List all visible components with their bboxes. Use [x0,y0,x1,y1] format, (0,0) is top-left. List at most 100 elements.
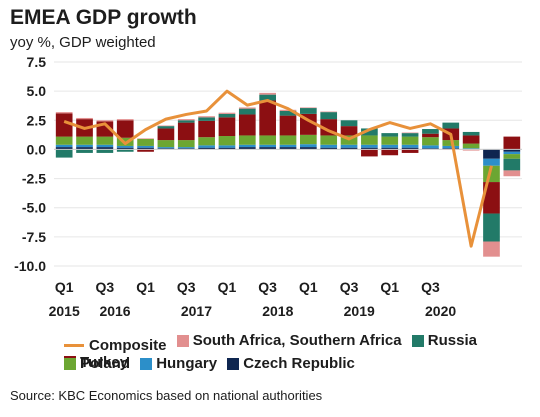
bar-segment-hungary [462,148,480,150]
bar-segment-russia [76,149,93,153]
x-tick-quarter: Q1 [218,279,237,295]
bar-segment-poland [55,136,73,145]
bar-segment-hungary [401,144,419,148]
legend-label-south-africa: South Africa, Southern Africa [192,332,402,349]
x-tick-quarter: Q1 [136,279,155,295]
bar-segment-czech [198,147,215,150]
bar-segment-hungary [503,151,521,155]
bar-segment-hungary [300,144,317,148]
x-tick-year: 2017 [181,303,212,319]
bar-segment-russia [381,133,399,137]
bar-segment-czech [300,147,317,150]
bar-segment-poland [503,154,521,159]
bar-segment-russia [218,113,236,118]
bar-segment-south_africa [279,109,297,111]
bar-segment-hungary [320,144,338,148]
bar-segment-south_africa [503,170,521,177]
bar-segment-czech [361,147,378,150]
bar-segment-hungary [340,144,358,148]
bar-segment-russia [320,112,338,120]
bar-segment-turkey [55,113,73,137]
y-tick-label: -2.5 [22,171,46,187]
bar-segment-south_africa [462,149,480,151]
bar-segment-turkey [259,100,276,136]
bar-segment-south_africa [55,112,73,114]
legend-item-south-africa: South Africa, Southern Africa [176,332,402,349]
bar-segment-south_africa [177,119,195,121]
bar-segment-turkey [238,114,256,136]
bar-segment-poland [259,135,276,145]
bar-segment-turkey [198,120,215,138]
bar-segment-czech [177,148,195,150]
legend-item-composite: Composite [64,337,167,354]
legend-swatch-hungary [140,357,153,370]
bar-segment-south_africa [259,92,276,95]
source-note: Source: KBC Economics based on national … [10,388,323,403]
legend-swatch-poland [64,357,76,370]
bar-segment-russia [259,94,276,101]
bar-segment-russia [116,149,134,152]
bar-segment-czech [381,147,399,150]
bar-segment-russia [483,213,500,242]
bar-segment-czech [320,147,338,150]
bar-segment-turkey [462,135,480,144]
legend-swatch-russia [411,334,424,347]
legend-item-poland: Poland [64,355,130,372]
x-tick-year: 2016 [99,303,130,319]
bar-segment-hungary [259,144,276,148]
bar-segment-poland [157,140,175,148]
bar-segment-south_africa [116,119,134,121]
bar-segment-turkey [218,117,236,137]
bar-segment-hungary [218,145,236,148]
bar-segment-turkey [177,122,195,141]
gdp-chart: 7.5 5.0 2.5 0.0 -2.5 -5.0 -7.5 -10.0 Q1 Q3 Q1 Q3 Q1 Q… [14,54,522,319]
bar-segment-turkey [483,182,500,214]
bar-segment-russia [422,129,439,134]
bar-segment-russia [361,128,378,136]
bar-segment-czech [55,147,73,150]
bar-segment-turkey [381,149,399,156]
bar-segment-russia [96,149,114,153]
legend-label-hungary: Hungary [156,355,218,372]
y-tick-label: -10.0 [14,258,46,274]
bar-segment-poland [279,135,297,145]
bar-segment-czech [96,147,114,150]
bar-segment-hungary [137,145,154,148]
bar-segment-russia [300,108,317,114]
bar-segment-hungary [238,144,256,148]
x-tick-quarter: Q1 [55,279,74,295]
bar-segment-russia [340,120,358,127]
bar-segment-turkey [401,149,419,153]
y-tick-label: 5.0 [27,83,47,99]
bar-segment-turkey [503,136,521,150]
bar-segment-hungary [381,144,399,148]
bar-segment-russia [157,126,175,129]
x-tick-quarter: Q3 [96,279,115,295]
bar-segment-south_africa [137,138,154,139]
bar-segment-czech [401,147,419,150]
x-tick-year: 2020 [425,303,456,319]
bar-segment-hungary [483,158,500,166]
x-tick-year: 2015 [49,303,80,319]
bar-segment-south_africa [320,111,338,113]
bar-segment-czech [238,147,256,150]
bar-segment-russia [401,133,419,137]
legend-item-russia: Russia [411,332,477,349]
bar-segment-hungary [198,145,215,148]
bar-segment-hungary [76,144,93,148]
bar-segment-turkey [157,128,175,141]
bar-segment-poland [198,137,215,146]
bar-segment-czech [442,148,460,150]
bar-segment-russia [198,117,215,121]
bar-segment-poland [218,136,236,146]
bar-segment-turkey [137,149,154,152]
bar-segment-south_africa [238,107,256,109]
bar-segment-hungary [55,144,73,148]
bar-segment-turkey [422,133,439,138]
legend-row-2: Poland Hungary Czech Republic [64,355,534,374]
bar-segment-czech [137,147,154,150]
legend-label-composite: Composite [89,336,167,354]
legend-row-1: Composite South Africa, Southern Africa … [64,332,534,372]
composite-line [63,89,493,248]
x-tick-quarter: Q3 [258,279,277,295]
